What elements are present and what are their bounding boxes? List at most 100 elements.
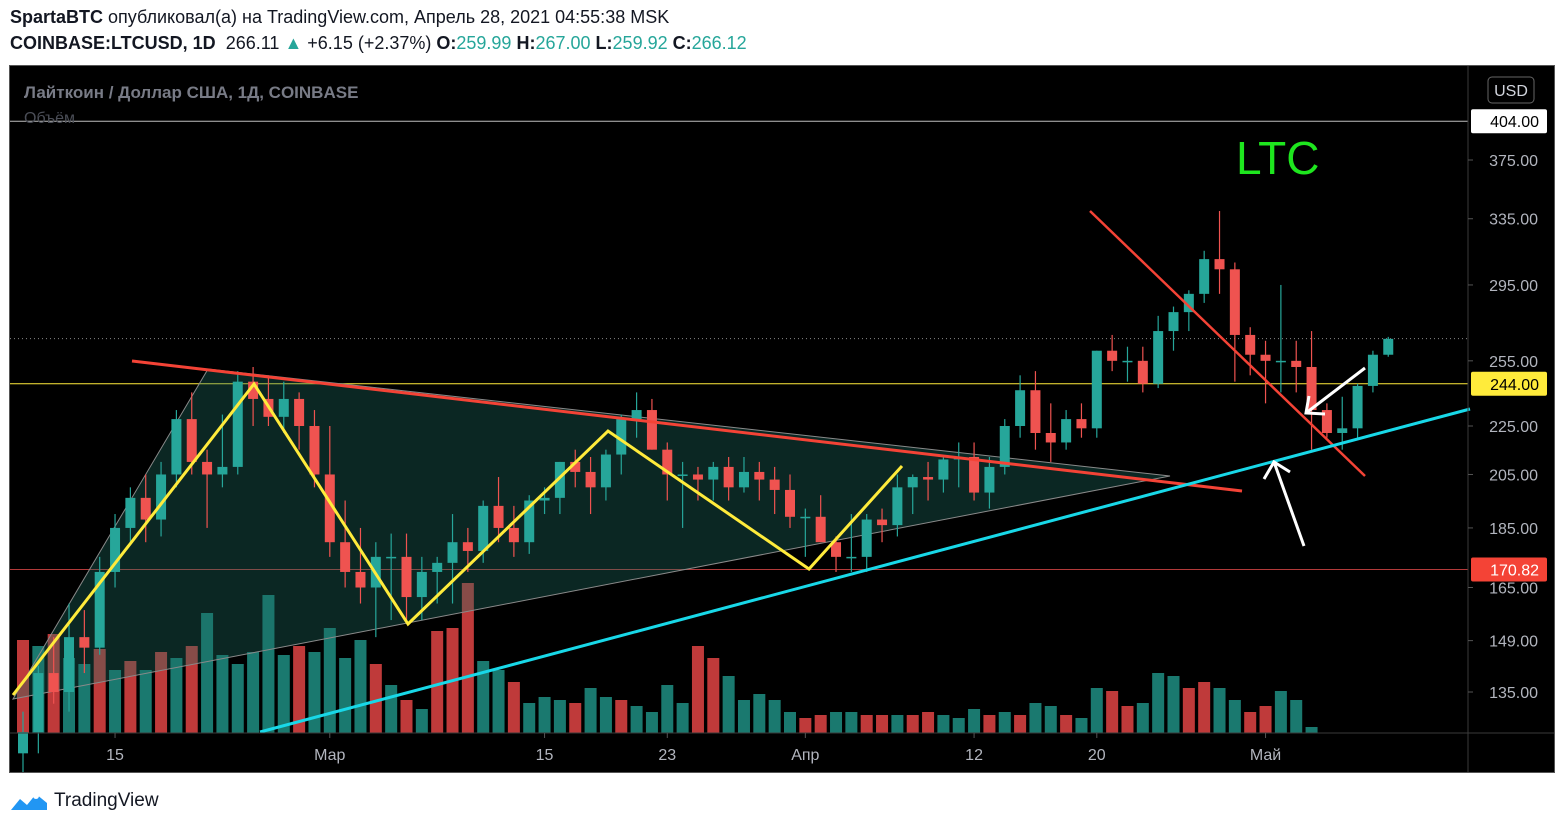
candle-body[interactable] [1245, 334, 1256, 355]
candle-body[interactable] [815, 516, 826, 543]
candle-body[interactable] [171, 419, 182, 475]
candle-body[interactable] [923, 477, 934, 480]
candle-body[interactable] [738, 471, 749, 488]
candle-body[interactable] [1137, 360, 1148, 384]
candle-body[interactable] [1122, 360, 1133, 363]
candle-body[interactable] [386, 556, 397, 559]
candle-body[interactable] [401, 556, 412, 598]
candle-body[interactable] [416, 571, 427, 598]
candle-body[interactable] [79, 637, 90, 648]
candle-body[interactable] [462, 542, 473, 551]
candle-body[interactable] [202, 461, 213, 475]
ascending-support-line[interactable] [259, 407, 1471, 734]
candle-body[interactable] [232, 381, 243, 467]
candle-body[interactable] [1214, 259, 1225, 270]
candle-body[interactable] [831, 542, 842, 557]
candle-body[interactable] [769, 479, 780, 490]
candle-body[interactable] [94, 571, 105, 648]
candle-body[interactable] [524, 500, 535, 543]
candle-body[interactable] [1383, 338, 1394, 355]
candle-body[interactable] [1291, 360, 1302, 367]
candle-body[interactable] [186, 419, 197, 462]
candle-body[interactable] [1091, 350, 1102, 429]
candle-body[interactable] [616, 419, 627, 455]
candle-body[interactable] [662, 449, 673, 475]
candle-body[interactable] [309, 426, 320, 475]
candle-body[interactable] [646, 410, 657, 450]
local-downtrend-line[interactable] [1089, 210, 1366, 477]
footer-brand[interactable]: TradingView [10, 790, 159, 812]
candle-body[interactable] [1199, 259, 1210, 294]
candle-body[interactable] [631, 410, 642, 420]
candle-body[interactable] [248, 381, 259, 399]
candle-body[interactable] [708, 466, 719, 480]
candle-body[interactable] [1352, 385, 1363, 429]
candle-body[interactable] [692, 474, 703, 480]
candle-body[interactable] [64, 637, 75, 692]
volume-bar [876, 715, 889, 733]
candle-body[interactable] [1061, 419, 1072, 443]
candle-body[interactable] [861, 519, 872, 557]
candle-body[interactable] [754, 471, 765, 480]
candle-body[interactable] [785, 489, 795, 517]
author-name[interactable]: SpartaBTC [10, 7, 104, 27]
candle-body[interactable] [1183, 293, 1194, 313]
candle-body[interactable] [1337, 428, 1348, 433]
candle-body[interactable] [294, 398, 305, 426]
candle-body[interactable] [969, 456, 980, 493]
candle-body[interactable] [1168, 312, 1179, 332]
descending-resistance-line[interactable] [131, 359, 1243, 493]
candle-body[interactable] [1153, 331, 1164, 384]
candle-body[interactable] [723, 466, 734, 488]
candle-body[interactable] [125, 497, 136, 528]
candle-body[interactable] [48, 673, 59, 692]
candle-body[interactable] [432, 562, 443, 572]
candle-body[interactable] [18, 732, 28, 754]
candle-body[interactable] [508, 527, 519, 543]
candle-body[interactable] [1275, 360, 1286, 363]
candle-body[interactable] [984, 466, 995, 493]
candle-body[interactable] [539, 497, 550, 501]
candle-body[interactable] [324, 474, 335, 543]
candle-body[interactable] [1260, 354, 1271, 361]
candle-body[interactable] [140, 497, 151, 520]
candle-body[interactable] [585, 471, 596, 488]
candle-body[interactable] [877, 519, 888, 526]
candle-body[interactable] [999, 426, 1010, 467]
candle-body[interactable] [938, 459, 949, 480]
candle-body[interactable] [447, 542, 458, 563]
candle-body[interactable] [1306, 366, 1317, 411]
candle-body[interactable] [355, 571, 366, 588]
candle-body[interactable] [110, 527, 121, 572]
candle-body[interactable] [493, 505, 504, 528]
candle-body[interactable] [1030, 390, 1041, 433]
candle-body[interactable] [217, 466, 228, 475]
candle-body[interactable] [1107, 350, 1118, 361]
symbol-name[interactable]: COINBASE:LTCUSD, 1D [10, 33, 216, 53]
candle-body[interactable] [600, 454, 611, 488]
candle-body[interactable] [478, 505, 489, 551]
price-chart[interactable]: Лайткоин / Доллар США, 1Д, COINBASE Объё… [10, 66, 1555, 773]
candle-body[interactable] [1015, 390, 1026, 426]
candle-body[interactable] [1367, 354, 1378, 386]
candle-body[interactable] [278, 398, 289, 417]
candle-body[interactable] [800, 516, 811, 519]
candle-body[interactable] [846, 556, 857, 559]
candle-body[interactable] [1045, 432, 1056, 443]
candle-body[interactable] [33, 673, 44, 733]
candle-body[interactable] [340, 542, 351, 572]
volume-bar [676, 703, 689, 733]
candle-body[interactable] [907, 477, 918, 488]
candle-body[interactable] [1321, 410, 1332, 433]
candle-body[interactable] [554, 461, 565, 498]
candle-body[interactable] [156, 474, 167, 520]
candle-body[interactable] [892, 487, 903, 526]
currency-button[interactable]: USD [1487, 76, 1535, 104]
volume-bar [139, 670, 152, 733]
candle-body[interactable] [1076, 419, 1087, 429]
candle-body[interactable] [570, 461, 581, 472]
chart-panel[interactable]: Лайткоин / Доллар США, 1Д, COINBASE Объё… [9, 65, 1555, 773]
candle-body[interactable] [1229, 269, 1240, 335]
zigzag-wave-line[interactable] [11, 381, 904, 696]
candle-body[interactable] [677, 474, 688, 476]
